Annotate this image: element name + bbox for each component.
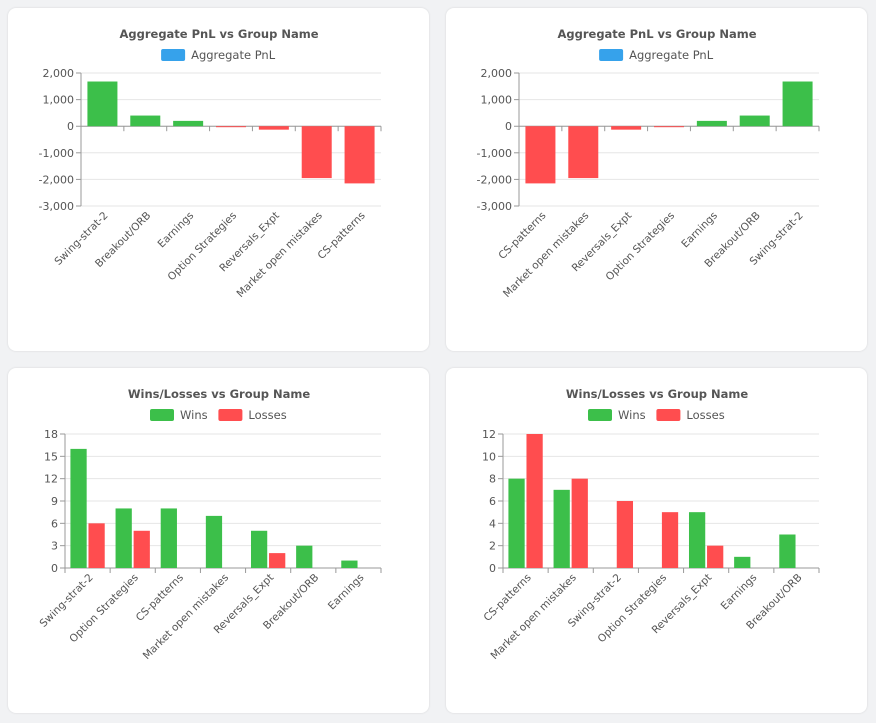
x-category-label: Earnings: [679, 210, 720, 251]
losses-bar: [133, 530, 150, 568]
wins-bar: [115, 508, 132, 568]
wins-bar: [160, 508, 177, 568]
wins-losses-chart-card-2: Wins/Losses vs Group Name Wins Losses 12 10 8…: [446, 368, 867, 713]
x-category-label: Earnings: [156, 210, 197, 251]
wins-losses-bar-chart-1: Wins/Losses vs Group Name Wins Losses 18 15 1…: [38, 387, 382, 662]
y-tick-label: 0: [505, 120, 512, 133]
x-category-label: Market open mistakes: [501, 210, 591, 300]
y-tick-label: 0: [489, 562, 496, 575]
chart-title: Aggregate PnL vs Group Name: [119, 27, 318, 41]
wins-bar: [734, 556, 751, 568]
y-tick-label: 10: [482, 450, 496, 463]
losses-bar: [571, 478, 588, 568]
pnl-bar-chart-1: Aggregate PnL vs Group Name Aggregate PnL…: [39, 27, 382, 300]
wins-bar: [341, 560, 358, 568]
y-tick-label: -1,000: [39, 147, 74, 160]
y-tick-label: 1,000: [481, 94, 513, 107]
x-category-label: Earnings: [326, 572, 367, 613]
wins-bar: [688, 512, 706, 568]
pnl-bar: [654, 126, 684, 128]
legend-label: Aggregate PnL: [629, 48, 714, 62]
pnl-bar: [130, 115, 161, 127]
legend-swatch-aggregate-pnl: [599, 49, 624, 61]
pnl-bar: [782, 81, 813, 127]
chart-title: Wins/Losses vs Group Name: [128, 387, 311, 401]
y-tick-label: -2,000: [477, 173, 512, 186]
legend-swatch-aggregate-pnl: [161, 49, 186, 61]
y-tick-label: 18: [44, 428, 58, 441]
wins-bar: [205, 515, 223, 568]
wins-losses-bar-chart-2: Wins/Losses vs Group Name Wins Losses 12 10 8…: [481, 387, 820, 662]
wins-bar: [70, 448, 87, 568]
y-tick-label: 8: [489, 473, 496, 486]
pnl-chart-card-2: Aggregate PnL vs Group Name Aggregate PnL…: [446, 8, 867, 351]
y-tick-label: -3,000: [477, 200, 512, 213]
x-category-label: Market open mistakes: [234, 210, 324, 300]
y-tick-label: 12: [44, 473, 58, 486]
losses-bar: [269, 553, 286, 568]
y-tick-label: 15: [44, 450, 58, 463]
y-tick-label: 0: [67, 120, 74, 133]
legend-swatch-wins: [150, 409, 174, 421]
pnl-bar: [696, 120, 727, 127]
losses-bar: [707, 545, 724, 568]
y-tick-label: 2,000: [481, 67, 513, 80]
pnl-bar: [344, 126, 375, 184]
y-tick-label: 6: [51, 517, 58, 530]
y-tick-label: -1,000: [477, 147, 512, 160]
legend-label: Wins: [180, 408, 208, 422]
y-tick-label: -3,000: [39, 200, 74, 213]
losses-bar: [616, 501, 634, 568]
losses-bar: [526, 434, 543, 568]
wins-bar: [553, 489, 570, 568]
wins-bar: [296, 545, 313, 568]
legend-label: Aggregate PnL: [191, 48, 276, 62]
pnl-bar: [87, 81, 118, 127]
pnl-bar: [611, 126, 642, 130]
chart-title: Wins/Losses vs Group Name: [566, 387, 749, 401]
wins-bar: [508, 478, 525, 568]
legend-swatch-losses: [656, 409, 681, 421]
y-tick-label: 12: [482, 428, 496, 441]
pnl-bar: [301, 126, 332, 179]
pnl-bar: [568, 126, 599, 179]
legend-swatch-wins: [588, 409, 612, 421]
losses-bar: [661, 512, 679, 568]
x-category-label: Earnings: [719, 572, 760, 613]
legend-label: Losses: [686, 408, 724, 422]
legend-swatch-losses: [218, 409, 243, 421]
losses-bar: [88, 523, 105, 568]
pnl-bar: [216, 126, 246, 128]
pnl-bar-chart-2: Aggregate PnL vs Group Name Aggregate PnL…: [477, 27, 820, 300]
pnl-bar: [258, 126, 289, 130]
pnl-bar: [739, 115, 770, 127]
pnl-bar: [173, 120, 204, 127]
y-tick-label: 2: [489, 540, 496, 553]
pnl-chart-card-1: Aggregate PnL vs Group Name Aggregate PnL…: [8, 8, 429, 351]
y-tick-label: 0: [51, 562, 58, 575]
pnl-bar: [525, 126, 556, 184]
x-category-label: Market open mistakes: [141, 572, 231, 662]
y-tick-label: 3: [51, 540, 58, 553]
wins-losses-chart-card-1: Wins/Losses vs Group Name Wins Losses 18 15 1…: [8, 368, 429, 713]
wins-bar: [250, 530, 268, 568]
y-tick-label: 6: [489, 495, 496, 508]
y-tick-label: 1,000: [43, 94, 75, 107]
y-tick-label: 4: [489, 517, 496, 530]
x-category-label: Market open mistakes: [488, 572, 578, 662]
chart-title: Aggregate PnL vs Group Name: [557, 27, 756, 41]
y-tick-label: 2,000: [43, 67, 75, 80]
y-tick-label: 9: [51, 495, 58, 508]
legend-label: Losses: [248, 408, 286, 422]
y-tick-label: -2,000: [39, 173, 74, 186]
legend-label: Wins: [618, 408, 646, 422]
wins-bar: [779, 534, 796, 568]
